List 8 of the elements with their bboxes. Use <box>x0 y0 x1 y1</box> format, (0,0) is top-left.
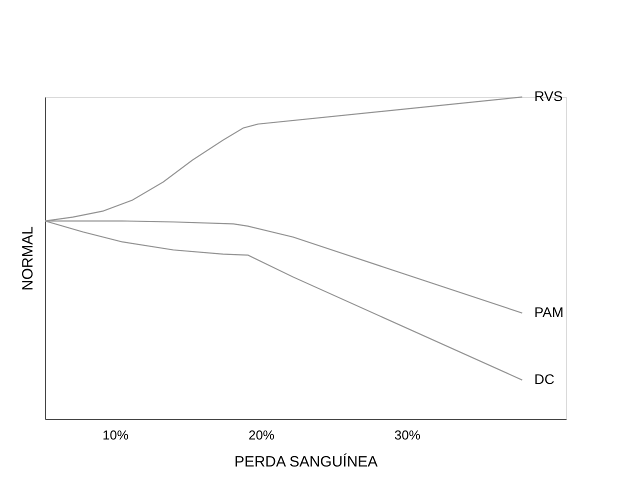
series-label: DC <box>534 371 554 388</box>
series-label: PAM <box>534 304 564 320</box>
x-tick-label: 20% <box>248 428 275 442</box>
x-tick-label: 30% <box>394 428 421 442</box>
series-label: RVS <box>534 88 563 104</box>
y-axis-title: NORMAL <box>20 226 36 291</box>
x-tick-label: 10% <box>102 428 129 442</box>
x-axis-title: PERDA SANGUÍNEA <box>234 452 378 470</box>
